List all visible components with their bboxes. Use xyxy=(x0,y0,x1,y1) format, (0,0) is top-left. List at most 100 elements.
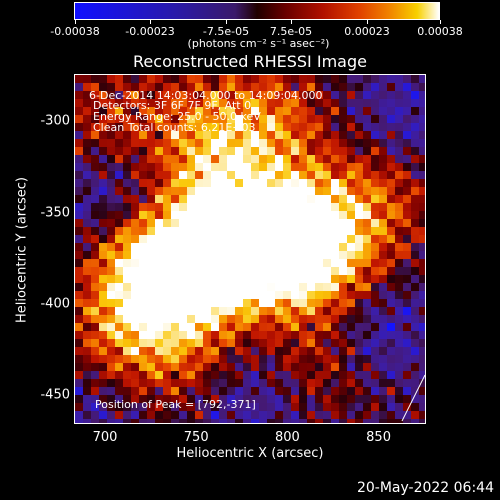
heatmap-cell xyxy=(75,379,83,387)
heatmap-cell xyxy=(379,419,387,423)
heatmap-cell xyxy=(187,419,195,423)
heatmap-cell xyxy=(99,259,107,267)
heatmap-cell xyxy=(195,195,203,203)
heatmap-cell xyxy=(323,355,331,363)
heatmap-cell xyxy=(395,219,403,227)
heatmap-cell xyxy=(371,379,379,387)
heatmap-cell xyxy=(243,283,251,291)
heatmap-cell xyxy=(331,99,339,107)
heatmap-cell xyxy=(403,315,411,323)
heatmap-cell xyxy=(379,283,387,291)
heatmap-cell xyxy=(307,179,315,187)
heatmap-cell xyxy=(355,179,363,187)
heatmap-cell xyxy=(331,403,339,411)
heatmap-cell xyxy=(283,107,291,115)
heatmap-cell xyxy=(139,147,147,155)
heatmap-cell xyxy=(187,243,195,251)
heatmap-cell xyxy=(131,219,139,227)
heatmap-cell xyxy=(403,275,411,283)
heatmap-cell xyxy=(275,363,283,371)
heatmap-cell xyxy=(139,339,147,347)
heatmap-cell xyxy=(331,331,339,339)
heatmap-cell xyxy=(75,355,83,363)
heatmap-cell xyxy=(307,227,315,235)
heatmap-cell xyxy=(323,251,331,259)
heatmap-cell xyxy=(331,107,339,115)
heatmap-cell xyxy=(307,403,315,411)
heatmap-cell xyxy=(123,243,131,251)
heatmap-cell xyxy=(91,179,99,187)
heatmap-cell xyxy=(179,147,187,155)
heatmap-cell xyxy=(315,283,323,291)
heatmap-cell xyxy=(267,299,275,307)
heatmap-cell xyxy=(291,171,299,179)
heatmap-cell xyxy=(339,83,347,91)
heatmap-cell xyxy=(179,227,187,235)
heatmap-cell xyxy=(323,99,331,107)
heatmap-cell xyxy=(379,147,387,155)
heatmap-cell xyxy=(139,219,147,227)
heatmap-cell xyxy=(99,83,107,91)
heatmap-cell xyxy=(371,347,379,355)
heatmap-cell xyxy=(107,155,115,163)
heatmap-cell xyxy=(211,91,219,99)
heatmap-cell xyxy=(331,147,339,155)
heatmap-cell xyxy=(219,171,227,179)
heatmap-cell xyxy=(395,339,403,347)
heatmap-cell xyxy=(115,371,123,379)
heatmap-cell xyxy=(387,99,395,107)
heatmap-cell xyxy=(355,75,363,83)
heatmap-cell xyxy=(387,187,395,195)
heatmap-cell xyxy=(179,371,187,379)
heatmap-cell xyxy=(419,163,425,171)
heatmap-cell xyxy=(83,347,91,355)
heatmap-cell xyxy=(195,395,203,403)
heatmap-cell xyxy=(347,363,355,371)
heatmap-cell xyxy=(131,259,139,267)
heatmap-cell xyxy=(339,203,347,211)
heatmap-cell xyxy=(403,355,411,363)
heatmap-cell xyxy=(123,259,131,267)
heatmap-cell xyxy=(419,99,425,107)
heatmap-cell xyxy=(355,219,363,227)
heatmap-cell xyxy=(187,299,195,307)
heatmap-cell xyxy=(227,283,235,291)
heatmap-cell xyxy=(195,291,203,299)
heatmap-cell xyxy=(83,403,91,411)
heatmap-cell xyxy=(155,243,163,251)
heatmap-cell xyxy=(147,379,155,387)
heatmap-cell xyxy=(123,219,131,227)
heatmap-cell xyxy=(379,115,387,123)
heatmap-cell xyxy=(131,83,139,91)
heatmap-cell xyxy=(171,307,179,315)
heatmap-cell xyxy=(379,379,387,387)
heatmap-cell xyxy=(99,155,107,163)
heatmap-cell xyxy=(195,163,203,171)
heatmap-cell xyxy=(203,107,211,115)
heatmap-cell xyxy=(419,211,425,219)
heatmap-cell xyxy=(243,91,251,99)
heatmap-cell xyxy=(299,115,307,123)
heatmap-cell xyxy=(419,259,425,267)
heatmap-cell xyxy=(419,291,425,299)
heatmap-cell xyxy=(323,411,331,419)
heatmap-cell xyxy=(195,355,203,363)
heatmap-cell xyxy=(251,267,259,275)
heatmap-cell xyxy=(331,315,339,323)
heatmap-cell xyxy=(171,291,179,299)
heatmap-cell xyxy=(387,331,395,339)
heatmap-cell xyxy=(339,395,347,403)
heatmap-cell xyxy=(315,411,323,419)
heatmap-cell xyxy=(131,355,139,363)
heatmap-cell xyxy=(411,99,419,107)
heatmap-cell xyxy=(395,75,403,83)
heatmap-cell xyxy=(291,339,299,347)
heatmap-cell xyxy=(339,307,347,315)
heatmap-cell xyxy=(395,419,403,423)
heatmap-cell xyxy=(243,411,251,419)
heatmap-cell xyxy=(203,339,211,347)
heatmap-cell xyxy=(107,251,115,259)
heatmap-cell xyxy=(299,307,307,315)
heatmap-cell xyxy=(331,339,339,347)
heatmap-cell xyxy=(259,211,267,219)
